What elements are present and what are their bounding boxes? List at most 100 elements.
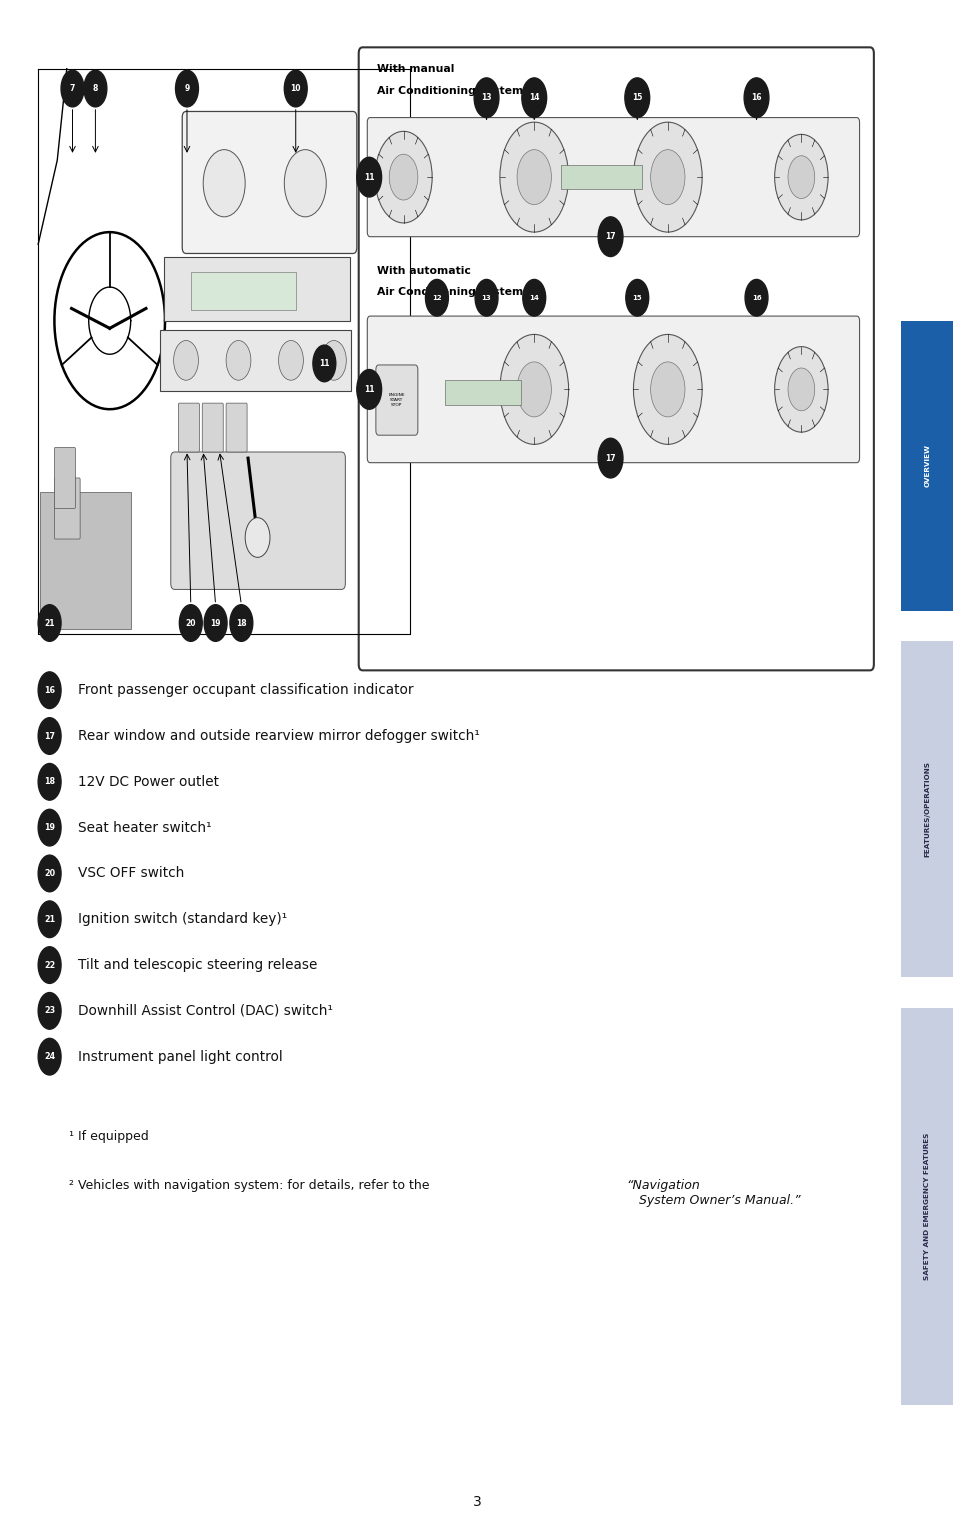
Text: 24: 24 (44, 1052, 55, 1061)
Text: 13: 13 (481, 295, 491, 301)
Circle shape (633, 334, 701, 444)
FancyBboxPatch shape (54, 478, 80, 539)
Text: Tilt and telescopic steering release: Tilt and telescopic steering release (78, 957, 317, 973)
Circle shape (284, 70, 307, 107)
FancyBboxPatch shape (164, 257, 350, 321)
Circle shape (425, 279, 448, 316)
FancyBboxPatch shape (182, 111, 356, 253)
Text: 21: 21 (44, 915, 55, 924)
Circle shape (38, 809, 61, 846)
Text: 16: 16 (750, 93, 761, 102)
Text: Downhill Assist Control (DAC) switch¹: Downhill Assist Control (DAC) switch¹ (78, 1003, 333, 1019)
Text: 9: 9 (184, 84, 190, 93)
FancyBboxPatch shape (178, 403, 199, 452)
Text: ENGINE
START
STOP: ENGINE START STOP (388, 394, 405, 406)
Circle shape (389, 154, 417, 200)
Text: 23: 23 (44, 1006, 55, 1015)
Text: 21: 21 (44, 618, 55, 628)
Text: 16: 16 (751, 295, 760, 301)
Circle shape (787, 156, 814, 199)
Circle shape (38, 993, 61, 1029)
Circle shape (38, 1038, 61, 1075)
Text: 15: 15 (632, 93, 641, 102)
Circle shape (284, 150, 326, 217)
Text: 13: 13 (480, 93, 492, 102)
Text: 18: 18 (44, 777, 55, 786)
Text: 12V DC Power outlet: 12V DC Power outlet (78, 774, 219, 789)
Circle shape (313, 345, 335, 382)
FancyBboxPatch shape (900, 321, 953, 611)
FancyBboxPatch shape (202, 403, 223, 452)
Circle shape (650, 362, 684, 417)
FancyBboxPatch shape (900, 641, 953, 977)
FancyBboxPatch shape (367, 316, 859, 463)
Text: Seat heater switch¹: Seat heater switch¹ (78, 820, 212, 835)
Circle shape (624, 78, 649, 118)
FancyBboxPatch shape (191, 272, 295, 310)
FancyBboxPatch shape (171, 452, 345, 589)
Text: 14: 14 (529, 295, 538, 301)
Text: Front passenger occupant classification indicator: Front passenger occupant classification … (78, 683, 414, 698)
Circle shape (245, 518, 270, 557)
Circle shape (625, 279, 648, 316)
Circle shape (179, 605, 202, 641)
FancyBboxPatch shape (900, 1008, 953, 1405)
FancyBboxPatch shape (54, 447, 75, 508)
Text: 10: 10 (290, 84, 301, 93)
Circle shape (633, 122, 701, 232)
Circle shape (38, 605, 61, 641)
FancyBboxPatch shape (358, 47, 873, 670)
Text: 11: 11 (363, 385, 375, 394)
Text: VSC OFF switch: VSC OFF switch (78, 866, 185, 881)
Circle shape (475, 279, 497, 316)
Circle shape (321, 341, 346, 380)
Circle shape (204, 605, 227, 641)
Circle shape (743, 78, 768, 118)
Text: FEATURES/OPERATIONS: FEATURES/OPERATIONS (923, 762, 929, 857)
Circle shape (521, 78, 546, 118)
FancyBboxPatch shape (40, 492, 131, 629)
Text: 8: 8 (92, 84, 98, 93)
Text: 19: 19 (44, 823, 55, 832)
FancyBboxPatch shape (226, 403, 247, 452)
Text: SAFETY AND EMERGENCY FEATURES: SAFETY AND EMERGENCY FEATURES (923, 1133, 929, 1280)
FancyBboxPatch shape (560, 165, 641, 189)
Circle shape (474, 78, 498, 118)
Text: Air Conditioning system: Air Conditioning system (376, 86, 522, 96)
Circle shape (356, 157, 381, 197)
Circle shape (38, 901, 61, 938)
Text: 14: 14 (528, 93, 539, 102)
Text: Rear window and outside rearview mirror defogger switch¹: Rear window and outside rearview mirror … (78, 728, 479, 744)
Circle shape (38, 672, 61, 709)
Circle shape (230, 605, 253, 641)
Circle shape (787, 368, 814, 411)
Circle shape (744, 279, 767, 316)
Circle shape (173, 341, 198, 380)
Text: 11: 11 (318, 359, 330, 368)
Circle shape (774, 134, 827, 220)
FancyBboxPatch shape (444, 380, 520, 405)
Circle shape (175, 70, 198, 107)
Circle shape (774, 347, 827, 432)
Circle shape (499, 122, 568, 232)
Text: 3: 3 (472, 1495, 481, 1509)
Circle shape (356, 370, 381, 409)
Text: 22: 22 (44, 960, 55, 970)
Circle shape (38, 764, 61, 800)
Text: With manual: With manual (376, 64, 454, 75)
Text: 11: 11 (363, 173, 375, 182)
Text: 12: 12 (432, 295, 441, 301)
Text: “Navigation
   System Owner’s Manual.”: “Navigation System Owner’s Manual.” (626, 1179, 800, 1206)
Circle shape (38, 947, 61, 983)
Text: Air Conditioning system: Air Conditioning system (376, 287, 522, 298)
Text: 16: 16 (44, 686, 55, 695)
Circle shape (598, 438, 622, 478)
FancyBboxPatch shape (160, 330, 351, 391)
Circle shape (522, 279, 545, 316)
Text: Ignition switch (standard key)¹: Ignition switch (standard key)¹ (78, 912, 287, 927)
FancyBboxPatch shape (375, 365, 417, 435)
Circle shape (226, 341, 251, 380)
Text: 17: 17 (604, 454, 616, 463)
Text: OVERVIEW: OVERVIEW (923, 444, 929, 487)
FancyBboxPatch shape (367, 118, 859, 237)
